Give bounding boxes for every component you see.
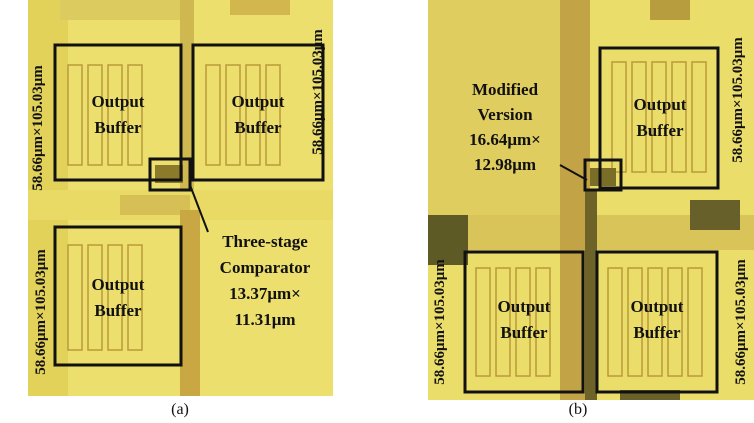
figure: OutputBuffer OutputBuffer OutputBuffer 5…	[0, 0, 754, 423]
dimension-label: 58.66μm×105.03μm	[33, 249, 49, 375]
dimension-label: 58.66μm×105.03μm	[432, 259, 448, 385]
caption: (a)	[171, 401, 189, 418]
dimension-label: 58.66μm×105.03μm	[733, 259, 749, 385]
micrograph-a	[28, 0, 333, 396]
micrograph-b	[428, 0, 754, 400]
dimension-label: 58.66μm×105.03μm	[730, 37, 746, 163]
dimension-label: 58.66μm×105.03μm	[310, 29, 326, 155]
dimension-label: 58.66μm×105.03μm	[30, 65, 46, 191]
caption: (b)	[569, 401, 588, 418]
